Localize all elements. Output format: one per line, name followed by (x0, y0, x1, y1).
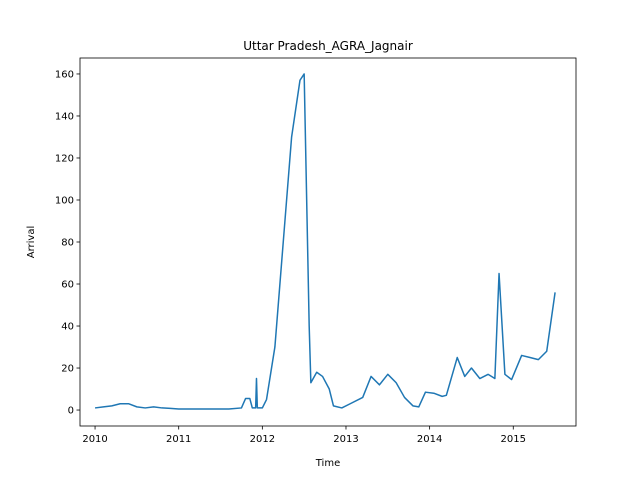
y-tick-label: 120 (55, 153, 74, 164)
x-tick-label: 2015 (501, 434, 526, 445)
y-tick-label: 0 (68, 406, 74, 417)
y-tick-label: 140 (55, 111, 74, 122)
y-tick-label: 20 (61, 364, 74, 375)
y-tick-label: 80 (61, 238, 74, 249)
data-line (94, 73, 556, 410)
x-tick-label: 2014 (417, 434, 442, 445)
chart-title: Uttar Pradesh_AGRA_Jagnair (243, 39, 413, 53)
x-tick-label: 2010 (82, 434, 107, 445)
y-axis-label: Arrival (26, 226, 37, 259)
y-tick-label: 60 (61, 280, 74, 291)
x-tick-label: 2012 (250, 434, 275, 445)
y-tick-label: 40 (61, 322, 74, 333)
plot-frame (79, 57, 577, 427)
x-axis-label: Time (315, 458, 340, 469)
y-tick-label: 100 (55, 195, 74, 206)
x-tick-label: 2013 (333, 434, 358, 445)
x-tick-label: 2011 (166, 434, 191, 445)
y-tick-label: 160 (55, 69, 74, 80)
